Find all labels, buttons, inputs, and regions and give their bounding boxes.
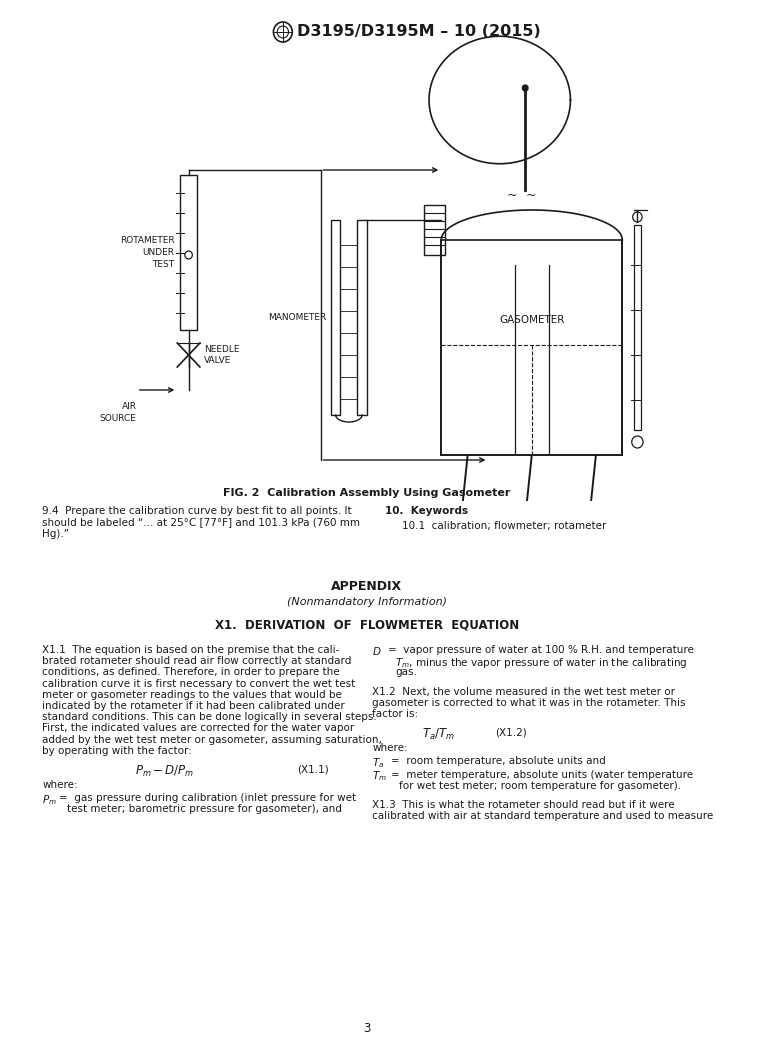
Text: where:: where: <box>373 743 408 754</box>
Text: X1.3  This is what the rotameter should read but if it were: X1.3 This is what the rotameter should r… <box>373 799 675 810</box>
Bar <box>424 205 445 255</box>
Text: 9.4  Prepare the calibration curve by best fit to all points. It: 9.4 Prepare the calibration curve by bes… <box>43 506 352 516</box>
Text: calibrated with air at standard temperature and used to measure: calibrated with air at standard temperat… <box>373 811 713 821</box>
Text: FIG. 2  Calibration Assembly Using Gasometer: FIG. 2 Calibration Assembly Using Gasome… <box>223 488 510 498</box>
Text: added by the wet test meter or gasometer, assuming saturation,: added by the wet test meter or gasometer… <box>43 735 382 744</box>
Text: $T_m$, minus the vapor pressure of water in the calibrating: $T_m$, minus the vapor pressure of water… <box>395 656 688 670</box>
Text: $T_a/T_m$: $T_a/T_m$ <box>422 728 455 742</box>
Circle shape <box>522 85 528 91</box>
Bar <box>331 220 341 415</box>
Text: 10.1  calibration; flowmeter; rotameter: 10.1 calibration; flowmeter; rotameter <box>401 520 606 531</box>
Text: for wet test meter; room temperature for gasometer).: for wet test meter; room temperature for… <box>399 781 681 791</box>
Text: (X1.2): (X1.2) <box>495 728 527 737</box>
Text: ~: ~ <box>506 188 517 202</box>
Bar <box>180 175 197 330</box>
Bar <box>633 225 641 430</box>
Bar <box>441 240 622 455</box>
Text: indicated by the rotameter if it had been calibrated under: indicated by the rotameter if it had bee… <box>43 701 345 711</box>
Text: GASOMETER: GASOMETER <box>499 315 565 325</box>
Text: $P_m$: $P_m$ <box>43 793 58 807</box>
Text: (X1.1): (X1.1) <box>297 764 329 775</box>
Text: factor is:: factor is: <box>373 709 419 719</box>
Text: brated rotameter should read air flow correctly at standard: brated rotameter should read air flow co… <box>43 656 352 666</box>
Text: 3: 3 <box>363 1022 370 1035</box>
Text: (Nonmandatory Information): (Nonmandatory Information) <box>287 596 447 607</box>
Text: First, the indicated values are corrected for the water vapor: First, the indicated values are correcte… <box>43 723 355 734</box>
Text: calibration curve it is first necessary to convert the wet test: calibration curve it is first necessary … <box>43 679 356 688</box>
Text: should be labeled “... at 25°C [77°F] and 101.3 kPa (760 mm: should be labeled “... at 25°C [77°F] an… <box>43 517 360 528</box>
Text: =  gas pressure during calibration (inlet pressure for wet: = gas pressure during calibration (inlet… <box>59 793 356 804</box>
Text: where:: where: <box>43 780 78 790</box>
Text: gasometer is corrected to what it was in the rotameter. This: gasometer is corrected to what it was in… <box>373 697 686 708</box>
Text: by operating with the factor:: by operating with the factor: <box>43 745 192 756</box>
Text: $D$: $D$ <box>373 645 382 657</box>
Bar <box>357 220 366 415</box>
Text: =  room temperature, absolute units and: = room temperature, absolute units and <box>391 757 606 766</box>
Text: ROTAMETER
UNDER
TEST: ROTAMETER UNDER TEST <box>120 236 174 269</box>
Text: conditions, as defined. Therefore, in order to prepare the: conditions, as defined. Therefore, in or… <box>43 667 340 678</box>
Text: AIR
SOURCE: AIR SOURCE <box>100 402 137 423</box>
Text: X1.  DERIVATION  OF  FLOWMETER  EQUATION: X1. DERIVATION OF FLOWMETER EQUATION <box>215 618 519 631</box>
Text: ~: ~ <box>526 188 536 202</box>
Text: 10.  Keywords: 10. Keywords <box>384 506 468 516</box>
Text: standard conditions. This can be done logically in several steps.: standard conditions. This can be done lo… <box>43 712 377 722</box>
Text: $P_m - D/P_m$: $P_m - D/P_m$ <box>135 764 194 779</box>
Text: =  meter temperature, absolute units (water temperature: = meter temperature, absolute units (wat… <box>391 769 693 780</box>
Text: X1.1  The equation is based on the premise that the cali-: X1.1 The equation is based on the premis… <box>43 645 340 655</box>
Text: MANOMETER: MANOMETER <box>268 313 326 322</box>
Text: $T_m$: $T_m$ <box>373 769 387 784</box>
Text: X1.2  Next, the volume measured in the wet test meter or: X1.2 Next, the volume measured in the we… <box>373 687 675 696</box>
Text: =  vapor pressure of water at 100 % R.H. and temperature: = vapor pressure of water at 100 % R.H. … <box>387 645 693 655</box>
Text: Hg).”: Hg).” <box>43 529 69 539</box>
Text: gas.: gas. <box>395 667 417 678</box>
Text: $T_a$: $T_a$ <box>373 757 385 770</box>
Text: meter or gasometer readings to the values that would be: meter or gasometer readings to the value… <box>43 690 342 700</box>
Text: NEEDLE
VALVE: NEEDLE VALVE <box>204 345 239 365</box>
Text: test meter; barometric pressure for gasometer), and: test meter; barometric pressure for gaso… <box>67 805 342 814</box>
Text: APPENDIX: APPENDIX <box>331 580 402 593</box>
Text: D3195/D3195M – 10 (2015): D3195/D3195M – 10 (2015) <box>297 25 541 40</box>
